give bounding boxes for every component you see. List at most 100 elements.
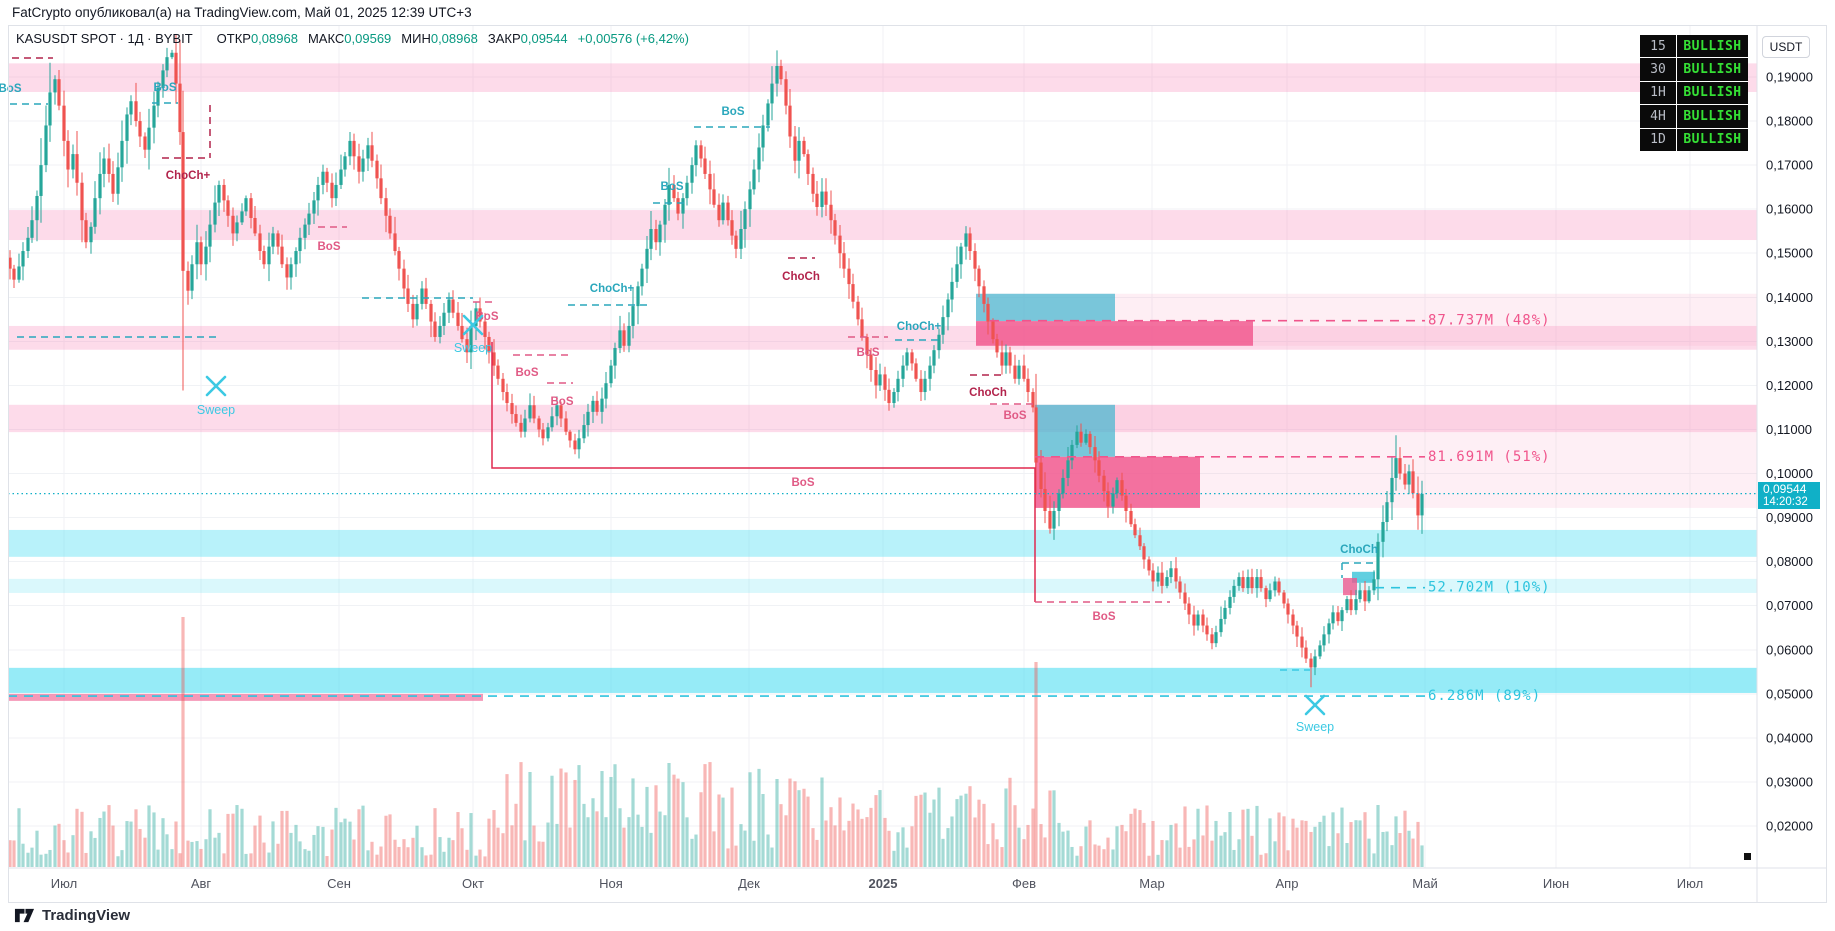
volume-bar bbox=[910, 826, 914, 867]
chart-text-label: Sweep bbox=[197, 403, 235, 417]
candle-body bbox=[613, 347, 617, 366]
volume-bar bbox=[851, 803, 855, 867]
volume-bar bbox=[276, 843, 280, 867]
volume-bar bbox=[53, 825, 57, 867]
candle-body bbox=[1043, 488, 1047, 511]
volume-bar bbox=[1133, 808, 1137, 867]
volume-bar bbox=[1246, 808, 1250, 867]
candle-body bbox=[53, 79, 57, 93]
candle-body bbox=[761, 125, 765, 148]
candle-body bbox=[901, 365, 905, 379]
chart-text-label: Июл bbox=[1677, 876, 1703, 891]
volume-bar bbox=[568, 827, 572, 867]
candle-body bbox=[505, 392, 509, 404]
candle-body bbox=[1156, 572, 1160, 582]
signal-status: BULLISH bbox=[1677, 81, 1748, 105]
supply-demand-band bbox=[8, 325, 1757, 350]
volume-bar bbox=[111, 825, 115, 867]
candle-body bbox=[757, 147, 761, 170]
candle-body bbox=[487, 336, 491, 353]
candle-body bbox=[199, 242, 203, 265]
supply-demand-band bbox=[8, 404, 1757, 433]
volume-bar bbox=[986, 844, 990, 867]
candle-body bbox=[1174, 568, 1178, 582]
chart-text-label: 6.286M (89%) bbox=[1428, 688, 1541, 704]
candle-body bbox=[672, 184, 676, 199]
symbol-title[interactable]: KASUSDT SPOT · 1Д · BYBIT bbox=[16, 31, 193, 46]
candle-body bbox=[492, 352, 496, 366]
candle-body bbox=[649, 229, 653, 249]
volume-bar bbox=[75, 808, 79, 867]
volume-bar bbox=[654, 785, 658, 867]
volume-bar bbox=[721, 797, 725, 867]
volume-bar bbox=[80, 811, 84, 867]
volume-bar bbox=[874, 795, 878, 867]
chart-text-label: Sweep bbox=[454, 341, 492, 355]
candle-body bbox=[946, 299, 950, 318]
volume-bar bbox=[640, 826, 644, 867]
volume-bar bbox=[492, 810, 496, 867]
volume-bar bbox=[1129, 813, 1133, 867]
supply-demand-band bbox=[8, 578, 1757, 593]
candle-body bbox=[1358, 590, 1362, 600]
volume-bar bbox=[923, 792, 927, 867]
candle-body bbox=[143, 136, 147, 150]
candle-body bbox=[1250, 577, 1254, 589]
candle-body bbox=[397, 251, 401, 269]
volume-bar bbox=[752, 840, 756, 867]
volume-bar bbox=[152, 812, 156, 867]
volume-bar bbox=[1237, 839, 1241, 867]
candle-body bbox=[1160, 572, 1164, 586]
volume-bar bbox=[57, 823, 61, 867]
volume-bar bbox=[1013, 805, 1017, 867]
volume-bar bbox=[946, 828, 950, 867]
chart-text-label: Окт bbox=[462, 876, 484, 891]
candle-body bbox=[411, 303, 415, 320]
candle-body bbox=[1057, 493, 1061, 511]
candle-body bbox=[208, 224, 212, 247]
volume-bar bbox=[411, 837, 415, 867]
chart-legend[interactable]: KASUSDT SPOT · 1Д · BYBIT ОТКР 0,08968 МА… bbox=[16, 31, 689, 46]
chart-text-label: BoS bbox=[1093, 611, 1116, 623]
candle-body bbox=[1061, 477, 1065, 494]
candle-body bbox=[307, 213, 311, 225]
volume-bar bbox=[21, 843, 25, 867]
candle-body bbox=[721, 202, 725, 221]
candle-body bbox=[231, 215, 235, 234]
candle-body bbox=[1255, 577, 1259, 589]
volume-bar bbox=[820, 777, 824, 867]
candle-body bbox=[833, 220, 837, 236]
candle-body bbox=[658, 224, 662, 243]
candle-body bbox=[631, 306, 635, 326]
tradingview-watermark[interactable]: TradingView bbox=[14, 905, 130, 926]
volume-bar bbox=[71, 835, 75, 867]
volume-bar bbox=[483, 856, 487, 867]
volume-bar bbox=[1300, 820, 1304, 867]
volume-bar bbox=[982, 803, 986, 867]
volume-bar bbox=[892, 850, 896, 867]
candle-body bbox=[1102, 475, 1106, 492]
chart-text-label: BoS bbox=[0, 83, 22, 95]
signal-row: 30 BULLISH bbox=[1640, 58, 1748, 81]
volume-bar bbox=[366, 850, 370, 867]
volume-bar bbox=[1255, 805, 1259, 867]
candle-body bbox=[1318, 645, 1322, 657]
candle-body bbox=[752, 169, 756, 190]
candle-body bbox=[478, 308, 482, 322]
volume-bar bbox=[1048, 790, 1052, 867]
candle-body bbox=[1219, 618, 1223, 633]
candle-body bbox=[460, 325, 464, 340]
volume-bar bbox=[1120, 824, 1124, 867]
currency-toggle[interactable]: USDT bbox=[1762, 36, 1810, 58]
chart-text-label: Авг bbox=[191, 876, 212, 891]
volume-bar bbox=[964, 793, 968, 867]
candle-body bbox=[285, 264, 289, 278]
sweep-x-icon bbox=[205, 375, 227, 397]
candle-body bbox=[280, 246, 284, 265]
volume-bar bbox=[1079, 846, 1083, 867]
candle-body bbox=[618, 330, 622, 348]
volume-bar bbox=[860, 818, 864, 867]
candle-body bbox=[1129, 510, 1133, 525]
candle-body bbox=[573, 440, 577, 450]
